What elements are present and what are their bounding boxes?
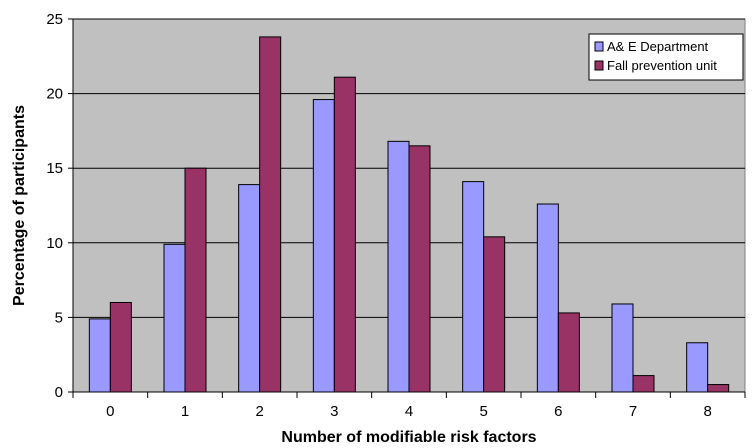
bar-fall-prevention-unit-5: [483, 236, 506, 393]
legend-box: [588, 33, 744, 81]
bar-fall-prevention-unit-3: [333, 76, 356, 393]
x-tick-label: 6: [554, 403, 562, 420]
bar-fall-prevention-unit-2: [259, 36, 282, 393]
x-tick-label: 3: [330, 403, 338, 420]
bar-fall-prevention-unit-4: [408, 145, 431, 393]
y-tick-label: 10: [46, 235, 63, 252]
legend: A& E Department Fall prevention unit: [588, 33, 744, 81]
bar-ae-department-7: [611, 303, 634, 393]
bar-fall-prevention-unit-6: [557, 312, 580, 393]
legend-label: Fall prevention unit: [607, 58, 717, 73]
bar-fall-prevention-unit-0: [109, 301, 132, 393]
x-tick-label: 8: [703, 403, 711, 420]
bars: [88, 36, 730, 393]
bar-ae-department-3: [312, 99, 335, 393]
tick-labels: 0 5 10 15 20 25 0 1 2 3 4 5 6 7 8: [46, 11, 712, 420]
y-tick-label: 25: [46, 11, 63, 28]
bar-fall-prevention-unit-1: [184, 167, 207, 393]
x-tick-label: 1: [181, 403, 189, 420]
bar-ae-department-2: [238, 184, 261, 393]
bar-ae-department-1: [163, 243, 186, 393]
bar-ae-department-0: [88, 318, 111, 393]
x-tick-label: 4: [405, 403, 413, 420]
bar-fall-prevention-unit-7: [632, 375, 655, 393]
bar-ae-department-4: [387, 140, 410, 393]
bar-fall-prevention-unit-8: [707, 384, 730, 393]
x-tick-label: 7: [629, 403, 637, 420]
x-tick-label: 5: [479, 403, 487, 420]
legend-swatch: [594, 41, 604, 52]
x-axis-title: Number of modifiable risk factors: [281, 429, 536, 446]
axes: [68, 18, 746, 398]
x-tick-label: 2: [255, 403, 263, 420]
bar-ae-department-8: [686, 342, 709, 393]
x-tick-label: 0: [106, 403, 114, 420]
y-tick-label: 5: [55, 309, 63, 326]
bar-ae-department-6: [536, 203, 559, 393]
legend-swatch: [594, 60, 604, 71]
y-tick-label: 15: [46, 160, 63, 177]
y-axis-title: Percentage of participants: [11, 105, 28, 306]
bar-ae-department-5: [462, 181, 485, 393]
y-tick-label: 20: [46, 86, 63, 103]
y-tick-label: 0: [55, 384, 63, 401]
legend-label: A& E Department: [607, 39, 709, 54]
